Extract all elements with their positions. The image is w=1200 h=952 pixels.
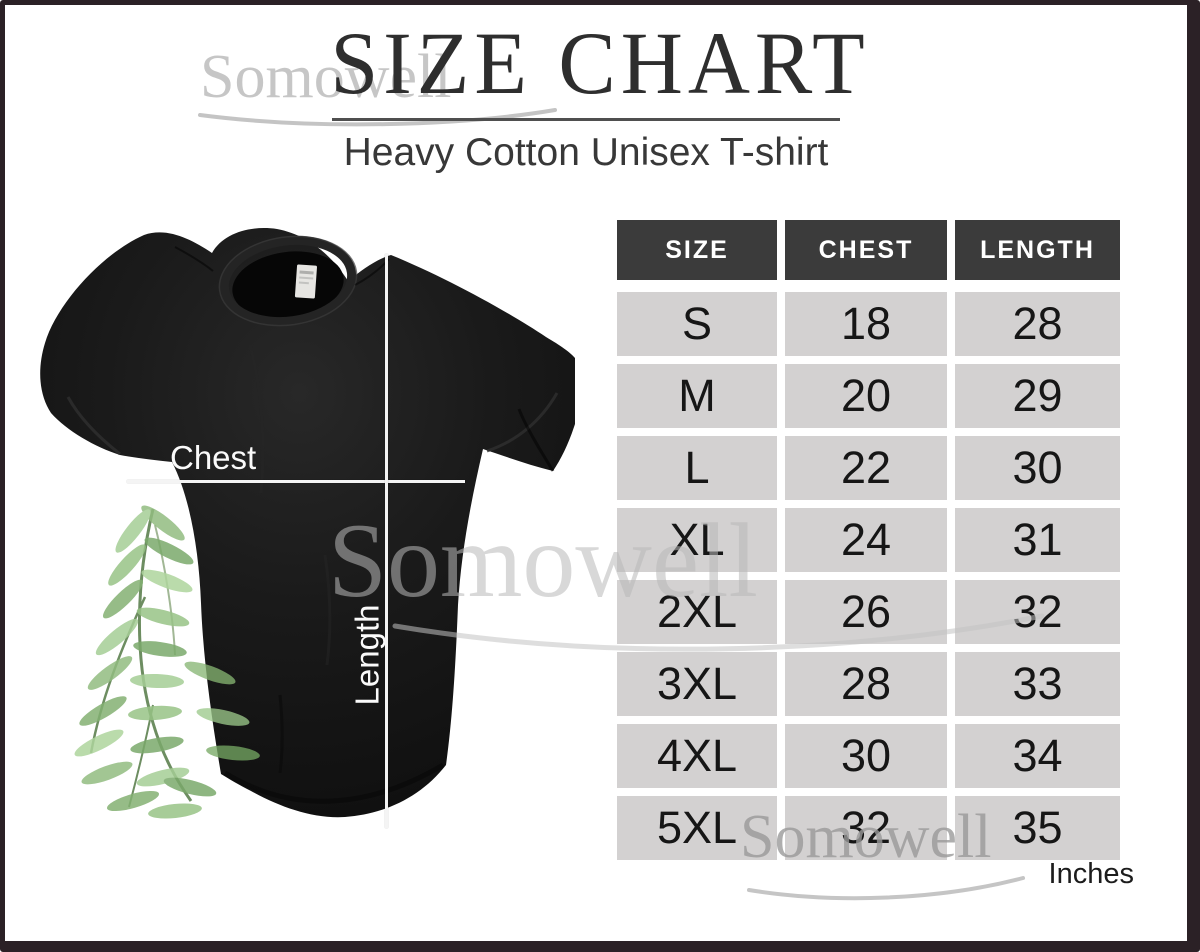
table-cell: 26 bbox=[785, 580, 947, 644]
table-cell: 4XL bbox=[617, 724, 777, 788]
table-cell: 28 bbox=[955, 292, 1120, 356]
watermark-somowell-bottom: Somowell bbox=[740, 803, 992, 871]
chest-label: Chest bbox=[170, 439, 257, 476]
tshirt-body bbox=[40, 228, 575, 818]
watermark-swoosh-center bbox=[392, 613, 1045, 652]
table-cell: 32 bbox=[955, 580, 1120, 644]
table-cell: 33 bbox=[955, 652, 1120, 716]
table-cell: M bbox=[617, 364, 777, 428]
collar-band bbox=[219, 235, 357, 327]
table-cell: 35 bbox=[955, 796, 1120, 860]
watermark-swoosh-bottom bbox=[747, 876, 1025, 901]
table-cell: L bbox=[617, 436, 777, 500]
column-header-chest: CHEST bbox=[785, 220, 947, 280]
watermark-somowell-top: Somowell bbox=[200, 43, 452, 111]
table-cell: 29 bbox=[955, 364, 1120, 428]
column-header-length: LENGTH bbox=[955, 220, 1120, 280]
table-cell: 32 bbox=[785, 796, 947, 860]
length-label: Length bbox=[348, 604, 386, 706]
title-underline bbox=[332, 118, 840, 121]
table-cell: 2XL bbox=[617, 580, 777, 644]
table-cell: 28 bbox=[785, 652, 947, 716]
neck-tag-icon bbox=[294, 264, 317, 299]
table-cell: S bbox=[617, 292, 777, 356]
unit-label: Inches bbox=[1048, 858, 1134, 890]
table-cell: 30 bbox=[955, 436, 1120, 500]
size-table: SIZE CHEST LENGTH S 18 28 M 20 29 L 22 3… bbox=[617, 220, 1120, 860]
table-cell: 3XL bbox=[617, 652, 777, 716]
chest-measure-line bbox=[127, 480, 465, 483]
right-cuff-shadow bbox=[517, 408, 555, 472]
table-cell: 22 bbox=[785, 436, 947, 500]
table-cell: 18 bbox=[785, 292, 947, 356]
column-header-size: SIZE bbox=[617, 220, 777, 280]
table-cell: 5XL bbox=[617, 796, 777, 860]
left-cuff-fold bbox=[66, 396, 121, 456]
hem-shadow bbox=[223, 762, 445, 804]
length-measure-line bbox=[385, 254, 388, 828]
table-cell: 24 bbox=[785, 508, 947, 572]
tshirt-graphic bbox=[40, 228, 575, 819]
table-cell: XL bbox=[617, 508, 777, 572]
leaf-branch-graphic bbox=[74, 505, 260, 819]
table-cell: 31 bbox=[955, 508, 1120, 572]
page-subtitle: Heavy Cotton Unisex T-shirt bbox=[343, 131, 829, 174]
page-title: SIZE CHART bbox=[330, 12, 870, 113]
watermark-swoosh-top bbox=[198, 108, 557, 127]
left-shoulder-seam bbox=[174, 246, 214, 272]
table-cell: 34 bbox=[955, 724, 1120, 788]
collar-highlight bbox=[218, 235, 358, 327]
table-cell: 20 bbox=[785, 364, 947, 428]
table-cell: 30 bbox=[785, 724, 947, 788]
watermark-somowell-center: Somowell bbox=[328, 502, 758, 619]
